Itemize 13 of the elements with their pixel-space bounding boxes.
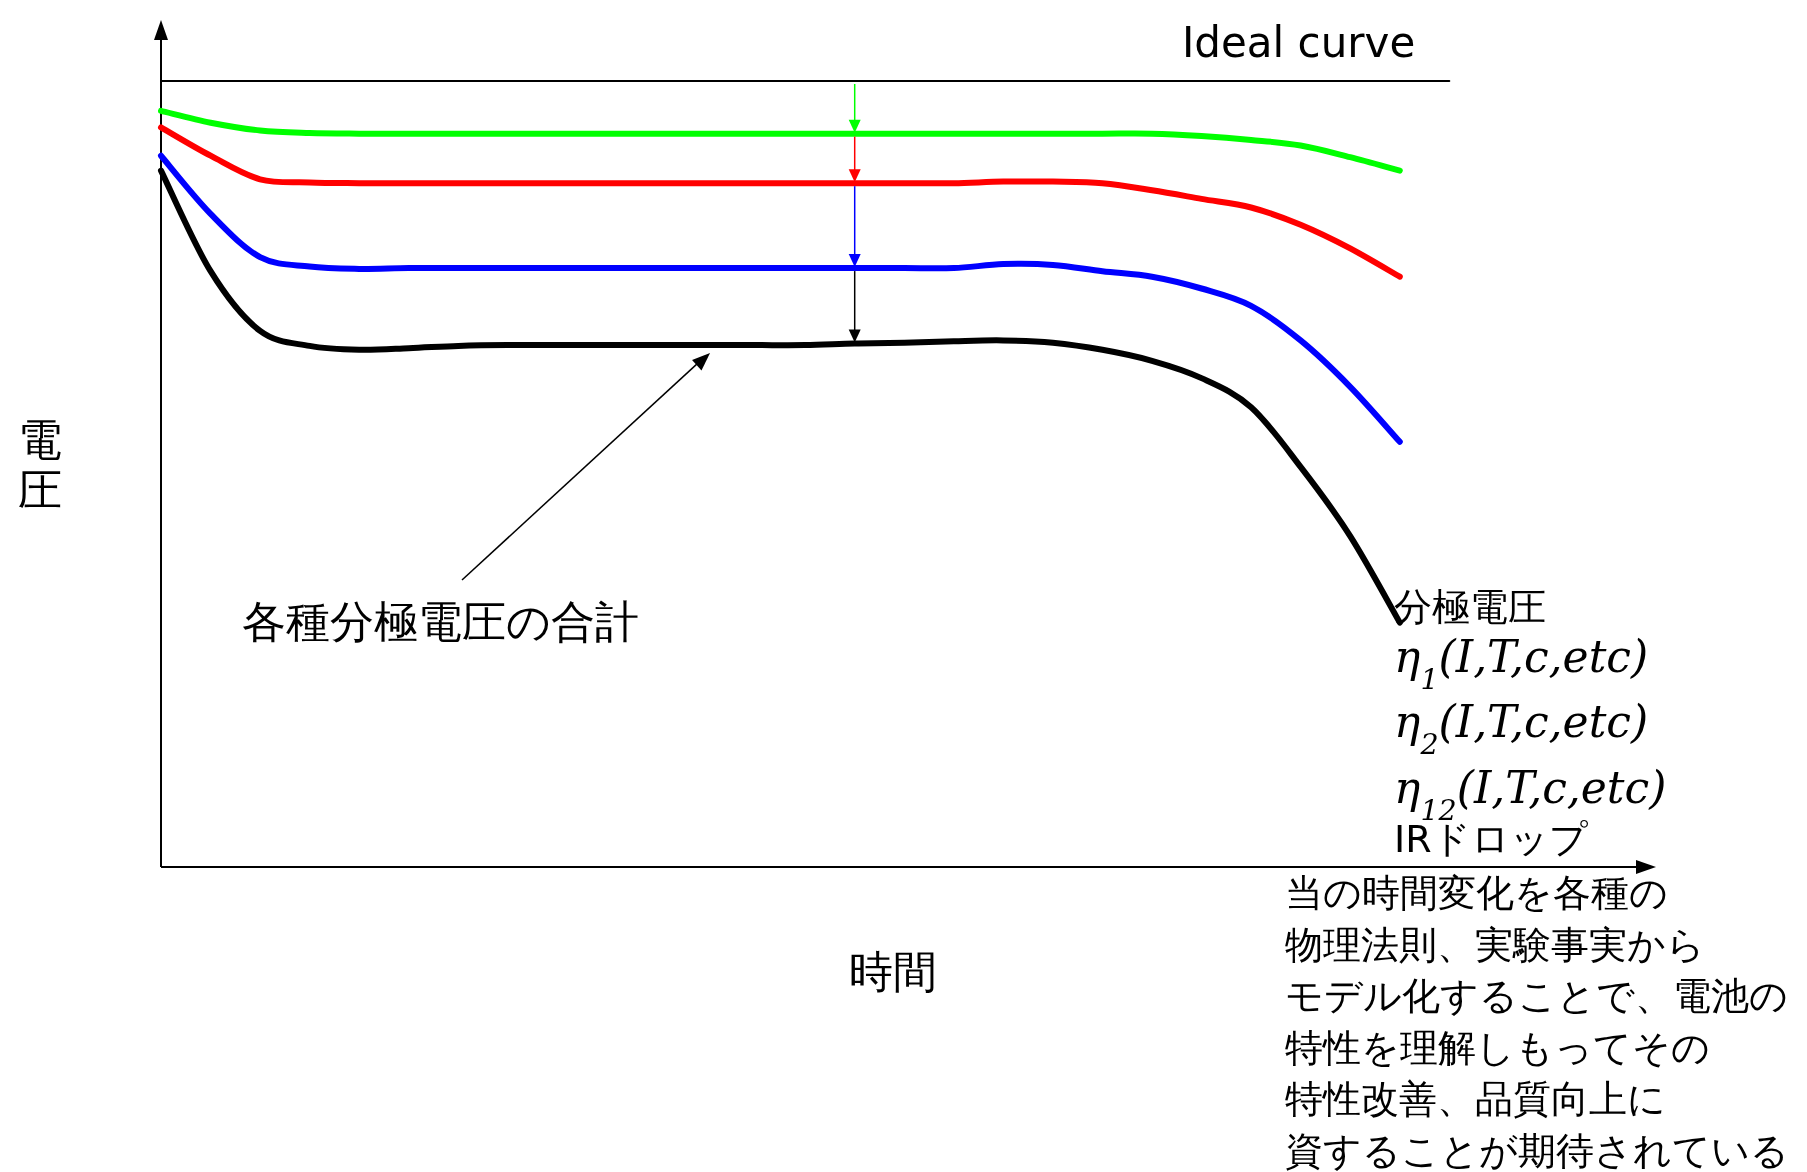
x-axis-title: 時間 <box>849 946 937 997</box>
annotation: η$_{1}$(I,T,c,etc) <box>1394 631 1649 696</box>
series-label: Ideal curve <box>1181 18 1416 67</box>
annotation: η$_{2}$(I,T,c,etc) <box>1394 696 1649 761</box>
text: 特性を理解しもってその <box>1285 1025 1710 1070</box>
text: 物理法則、実験事実から <box>1285 922 1705 967</box>
y-axis-title: 電圧 <box>18 414 62 515</box>
annotation: 各種分極電圧の合計 <box>242 596 639 647</box>
annotation: 分極電圧 <box>1394 585 1546 629</box>
text: 特性改善、品質向上に <box>1285 1077 1666 1121</box>
text: 当の時間変化を各種の <box>1285 871 1668 915</box>
text: モデル化することで、電池の <box>1285 974 1788 1018</box>
text: 資することが期待されている <box>1285 1128 1789 1172</box>
